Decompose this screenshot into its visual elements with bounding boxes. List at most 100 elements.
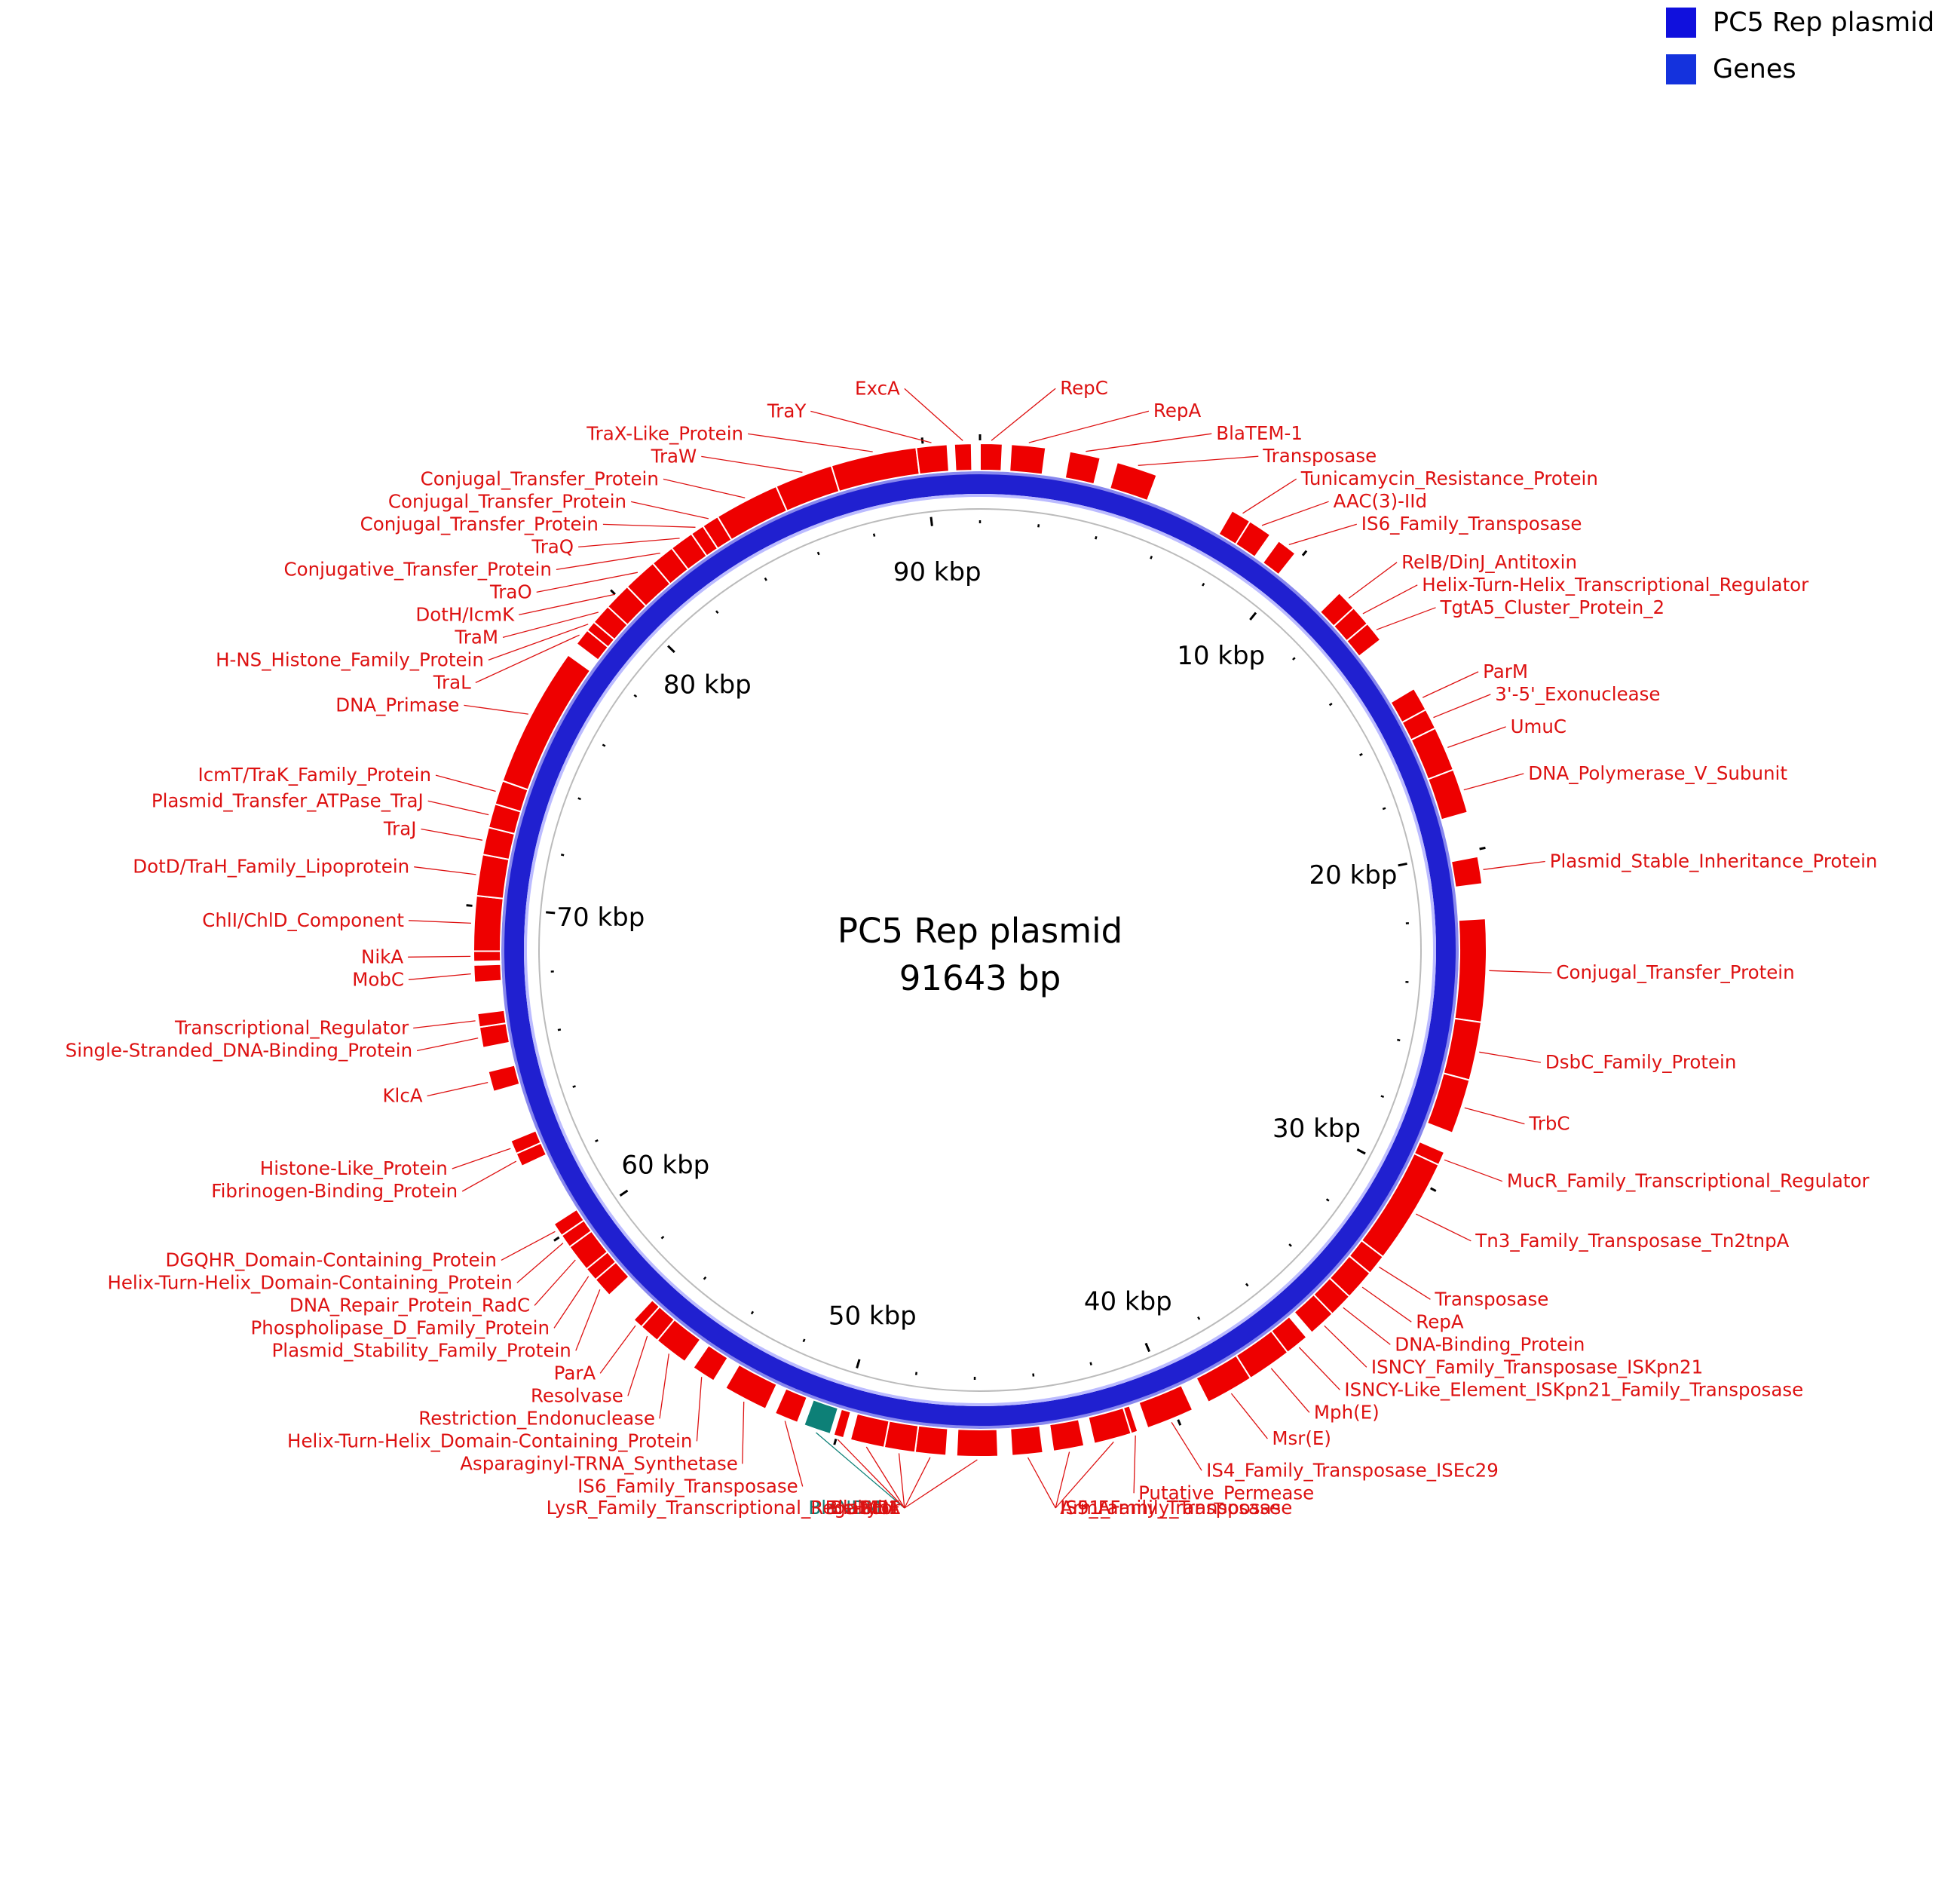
outer-tick xyxy=(1177,1419,1182,1426)
gene-label: BlaNDM-1 xyxy=(808,1497,899,1519)
label-leader-line xyxy=(461,1160,517,1192)
major-tick xyxy=(856,1359,861,1369)
gene-label: NikA xyxy=(361,946,403,967)
gene-label: IS6_Family_Transposase xyxy=(577,1475,798,1497)
gene-blandm-1 xyxy=(803,1399,840,1436)
gene-label: DNA_Polymerase_V_Subunit xyxy=(1528,762,1787,784)
label-leader-line xyxy=(1489,970,1552,973)
gene-label: DNA-Binding_Protein xyxy=(1395,1333,1585,1355)
gene-tgta5-cluster-protein-2 xyxy=(1345,622,1382,658)
label-leader-line xyxy=(1027,1457,1056,1509)
tick-label: 50 kbp xyxy=(828,1301,917,1331)
gene-label: LysR_Family_Transcriptional_Regulator xyxy=(547,1497,901,1519)
gene-is6-family-transposase xyxy=(1261,539,1297,576)
gene-ble-mbl xyxy=(832,1408,852,1439)
backbone-inner-halo xyxy=(524,494,1436,1406)
gene-label: IcmT/TraK_Family_Protein xyxy=(198,764,431,786)
label-leader-line xyxy=(1479,1051,1542,1063)
label-leader-line xyxy=(1463,773,1524,791)
gene-label: MucR_Family_Transcriptional_Regulator xyxy=(1507,1170,1870,1192)
gene-label: HybF xyxy=(853,1497,900,1519)
label-leader-line xyxy=(575,1289,601,1351)
gene-trbc xyxy=(1426,1072,1471,1134)
label-leader-line xyxy=(898,1453,905,1509)
label-leader-line xyxy=(1324,1325,1367,1368)
gene-label: TgtA5_Cluster_Protein_2 xyxy=(1440,596,1665,618)
gene-plasmid-stable-inheritance-protein xyxy=(1450,855,1484,889)
minor-tick xyxy=(816,551,820,556)
gene-dgqhr-domain-containing-protein xyxy=(553,1208,585,1237)
label-layer: RepCRepABlaTEM-1TransposaseTunicamycin_R… xyxy=(66,377,1878,1519)
minor-tick xyxy=(557,1028,562,1031)
gene-is5-family-transposase xyxy=(1049,1418,1086,1453)
label-leader-line xyxy=(1261,501,1329,526)
gene-label: Plasmid_Stable_Inheritance_Protein xyxy=(1550,851,1878,872)
minor-tick xyxy=(1397,1038,1401,1042)
label-leader-line xyxy=(427,800,489,816)
gene-label: TraL xyxy=(433,671,471,693)
label-leader-line xyxy=(810,410,932,443)
gene-label: DotD/TraH_Family_Lipoprotein xyxy=(133,856,409,878)
label-leader-line xyxy=(1028,410,1150,443)
gene-label: DNA_Primase xyxy=(335,694,459,716)
gene-sul1 xyxy=(955,1428,1000,1458)
major-tick xyxy=(619,1189,629,1197)
gene-bladha xyxy=(849,1412,890,1448)
gene-hybf xyxy=(914,1424,949,1457)
tick-label: 60 kbp xyxy=(621,1151,709,1181)
label-leader-line xyxy=(553,1276,590,1329)
major-tick xyxy=(1398,862,1407,867)
label-leader-line xyxy=(748,433,873,452)
gene-label: IS6_Family_Transposase xyxy=(1361,513,1582,535)
label-leader-line xyxy=(1055,1441,1114,1509)
gene-is4-family-transposase-isec29 xyxy=(1138,1384,1194,1430)
minor-tick xyxy=(750,1310,755,1315)
label-leader-line xyxy=(1086,433,1212,452)
minor-tick xyxy=(1150,556,1153,559)
gene-label: Transposase xyxy=(1262,445,1377,467)
minor-tick xyxy=(1037,524,1040,528)
label-leader-line xyxy=(1361,1286,1412,1323)
gene-blatem-1 xyxy=(1064,450,1101,486)
tick-label: 30 kbp xyxy=(1272,1114,1361,1144)
gene-label: Phospholipase_D_Family_Protein xyxy=(251,1316,550,1338)
gene-label: RelB/DinJ_Antitoxin xyxy=(1401,551,1577,573)
label-leader-line xyxy=(1444,1159,1503,1182)
gene-label: Putative_Permease xyxy=(1138,1482,1314,1503)
label-leader-line xyxy=(502,611,599,639)
legend-swatch-genes xyxy=(1666,54,1696,84)
major-tick xyxy=(929,516,933,526)
gene-label: ExcA xyxy=(855,377,900,399)
label-leader-line xyxy=(1242,478,1297,514)
gene-nika xyxy=(472,950,502,963)
outer-tick xyxy=(1430,1187,1437,1192)
legend-label-genes: Genes xyxy=(1713,54,1796,84)
tick-layer: 10 kbp 20 kbp 30 kbp 40 kbp 50 kbp 60 kbp 70 k… xyxy=(466,434,1486,1445)
major-tick xyxy=(1144,1342,1151,1353)
gene-label: TraO xyxy=(489,581,532,602)
gene-isncy-family-transposase-iskpn21 xyxy=(1293,1293,1334,1335)
backbone-layer xyxy=(501,471,1459,1429)
gene-is6-family-transposase xyxy=(773,1387,808,1424)
minor-tick xyxy=(1089,1362,1092,1365)
gene-label: TrbC xyxy=(1528,1113,1570,1135)
major-tick xyxy=(1249,611,1257,621)
gene-label: RepA xyxy=(1153,400,1202,421)
gene-transposase xyxy=(1108,461,1158,502)
outer-tick xyxy=(1479,846,1486,851)
gene-label: Asparaginyl-TRNA_Synthetase xyxy=(460,1452,738,1474)
gene-label: Helix-Turn-Helix_Domain-Containing_Prote… xyxy=(107,1271,512,1293)
gene-is91-family-transposase xyxy=(1009,1424,1044,1457)
gene-label: Ble-MBL xyxy=(825,1497,900,1519)
outer-tick xyxy=(833,1439,838,1445)
gene-para xyxy=(632,1298,661,1329)
gene-label: IS4_Family_Transposase_ISEc29 xyxy=(1206,1459,1499,1481)
gene-label: Fibrinogen-Binding_Protein xyxy=(211,1180,458,1202)
minor-tick xyxy=(1197,1316,1201,1320)
gene-label: Mph(E) xyxy=(1314,1401,1380,1423)
gene-label: DGQHR_Domain-Containing_Protein xyxy=(166,1249,497,1270)
label-leader-line xyxy=(627,1335,648,1396)
label-leader-line xyxy=(784,1421,804,1487)
label-leader-line xyxy=(602,523,696,528)
legend-item-genes: Genes xyxy=(1666,53,1796,86)
